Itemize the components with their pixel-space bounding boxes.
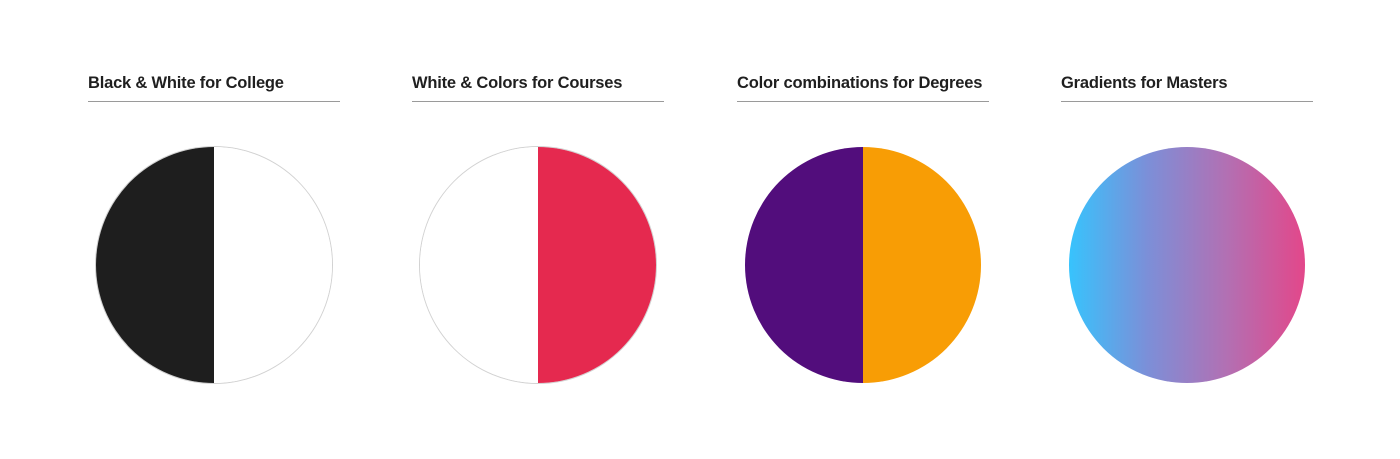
swatch-left-half <box>420 147 538 383</box>
panel-courses: White & Colors for Courses <box>412 0 664 459</box>
color-swatch-circle <box>745 147 981 383</box>
swatch-left-half <box>96 147 214 383</box>
panel-heading: Color combinations for Degrees <box>737 74 983 92</box>
swatch-right-half <box>863 147 981 383</box>
panel-heading: Gradients for Masters <box>1061 74 1228 92</box>
heading-divider <box>412 101 664 102</box>
swatch-left-half <box>745 147 863 383</box>
swatch-right-half <box>214 147 332 383</box>
panel-college: Black & White for College <box>88 0 340 459</box>
panel-masters: Gradients for Masters <box>1061 0 1313 459</box>
swatch-right-half <box>538 147 656 383</box>
swatch-gradient-fill <box>1069 147 1305 383</box>
color-swatch-circle <box>420 147 656 383</box>
heading-divider <box>737 101 989 102</box>
heading-divider <box>1061 101 1313 102</box>
panel-heading: Black & White for College <box>88 74 284 92</box>
panel-heading: White & Colors for Courses <box>412 74 623 92</box>
panel-degrees: Color combinations for Degrees <box>737 0 989 459</box>
color-swatch-circle <box>96 147 332 383</box>
heading-divider <box>88 101 340 102</box>
gradient-swatch-circle <box>1069 147 1305 383</box>
